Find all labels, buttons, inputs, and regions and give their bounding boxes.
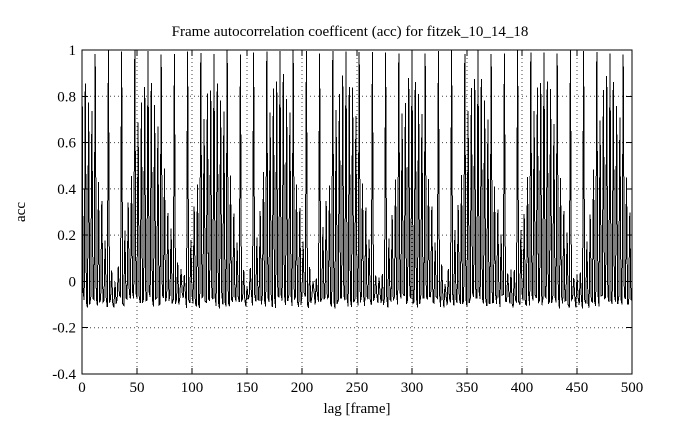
x-tick-label: 250 <box>346 380 369 396</box>
y-tick-label: 1 <box>69 43 77 59</box>
y-tick-label: 0.8 <box>57 89 76 105</box>
x-tick-label: 0 <box>78 380 86 396</box>
x-tick-label: 200 <box>291 380 314 396</box>
x-tick-label: 500 <box>621 380 644 396</box>
x-tick-label: 450 <box>566 380 589 396</box>
x-tick-label: 300 <box>401 380 424 396</box>
x-tick-label: 400 <box>511 380 534 396</box>
y-axis-label: acc <box>13 202 29 222</box>
y-tick-label: 0.2 <box>57 228 76 244</box>
y-tick-label: 0.6 <box>57 136 76 152</box>
y-tick-label: 0 <box>69 274 77 290</box>
y-tick-label: -0.2 <box>52 321 76 337</box>
x-tick-label: 350 <box>456 380 479 396</box>
data-series-layer <box>81 49 633 309</box>
y-tick-label: -0.4 <box>52 367 76 383</box>
x-tick-label: 150 <box>236 380 259 396</box>
x-tick-label: 50 <box>130 380 145 396</box>
axis-layer: 0 50 100 150 200 250 300 350 400 450 500 1 0.8 0.6 0.4… <box>52 43 643 396</box>
chart-title: Frame autocorrelation coefficent (acc) f… <box>172 24 529 40</box>
x-axis-label: lag [frame] <box>323 401 390 417</box>
acc-series <box>81 49 633 309</box>
y-tick-label: 0.4 <box>57 182 76 198</box>
x-tick-label: 100 <box>181 380 204 396</box>
